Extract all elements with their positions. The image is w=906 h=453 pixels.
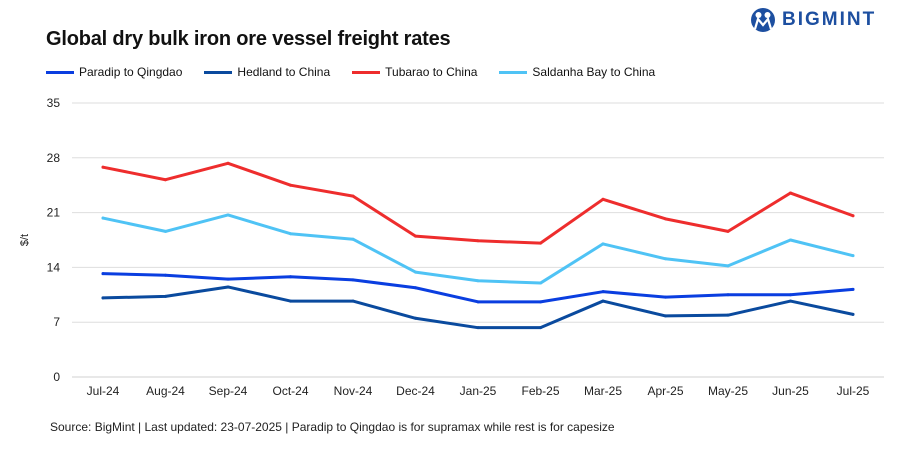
data-point-tubarao-to-china <box>101 165 105 169</box>
data-point-saldanha-bay-to-china <box>289 232 292 236</box>
data-point-saldanha-bay-to-china <box>851 254 855 258</box>
data-point-tubarao-to-china <box>539 241 542 245</box>
data-point-hedland-to-china <box>351 299 355 303</box>
data-point-hedland-to-china <box>539 326 542 330</box>
data-point-tubarao-to-china <box>726 229 730 233</box>
data-point-paradip-to-qingdao <box>226 277 230 281</box>
data-point-saldanha-bay-to-china <box>476 279 480 283</box>
legend-swatch <box>499 70 528 74</box>
data-point-paradip-to-qingdao <box>414 286 417 290</box>
data-point-hedland-to-china <box>726 313 730 317</box>
data-point-saldanha-bay-to-china <box>726 264 730 268</box>
data-point-tubarao-to-china <box>476 239 480 243</box>
data-point-saldanha-bay-to-china <box>664 257 667 261</box>
x-tick-label: Jul-24 <box>87 384 120 398</box>
data-point-tubarao-to-china <box>289 183 292 187</box>
legend-item-paradip-to-qingdao: Paradip to Qingdao <box>46 65 182 79</box>
data-point-saldanha-bay-to-china <box>101 216 105 220</box>
data-point-paradip-to-qingdao <box>101 272 105 276</box>
x-tick-label: Jan-25 <box>460 384 497 398</box>
y-axis-label: $/t <box>19 234 31 246</box>
data-point-paradip-to-qingdao <box>601 290 605 294</box>
data-point-saldanha-bay-to-china <box>539 281 542 285</box>
data-point-tubarao-to-china <box>414 234 417 238</box>
x-tick-label: Feb-25 <box>521 384 559 398</box>
legend-swatch <box>46 70 74 74</box>
data-point-tubarao-to-china <box>664 217 667 221</box>
data-point-paradip-to-qingdao <box>164 273 167 277</box>
legend-item-tubarao-to-china: Tubarao to China <box>352 65 477 79</box>
data-point-saldanha-bay-to-china <box>351 237 355 241</box>
legend-label: Hedland to China <box>237 65 331 79</box>
logo-text: BIGMINT <box>782 9 877 30</box>
chart-title: Global dry bulk iron ore vessel freight … <box>46 28 451 50</box>
legend-swatch <box>204 70 233 74</box>
data-point-hedland-to-china <box>414 316 417 320</box>
bigmint-logo: BIGMINT <box>750 7 876 33</box>
source-note: Source: BigMint | Last updated: 23-07-20… <box>50 420 615 434</box>
data-point-paradip-to-qingdao <box>726 293 730 297</box>
data-point-hedland-to-china <box>101 296 105 300</box>
bigmint-logo-icon <box>751 8 775 32</box>
chart-legend: Paradip to Qingdao Hedland to China Tubara… <box>46 65 655 79</box>
x-tick-label: Apr-25 <box>647 384 683 398</box>
data-point-saldanha-bay-to-china <box>789 238 792 242</box>
data-point-hedland-to-china <box>289 299 292 303</box>
x-tick-label: Jul-25 <box>837 384 870 398</box>
x-tick-label: Sep-24 <box>209 384 248 398</box>
data-point-hedland-to-china <box>664 314 667 318</box>
y-tick-label: 28 <box>47 151 61 165</box>
y-tick-label: 14 <box>47 260 61 274</box>
data-point-saldanha-bay-to-china <box>164 229 167 233</box>
data-point-paradip-to-qingdao <box>789 293 792 297</box>
data-point-hedland-to-china <box>851 312 855 316</box>
legend-label: Saldanha Bay to China <box>532 65 656 79</box>
data-point-hedland-to-china <box>789 299 792 303</box>
x-tick-label: Mar-25 <box>584 384 622 398</box>
data-point-saldanha-bay-to-china <box>414 270 417 274</box>
x-tick-label: Nov-24 <box>334 384 373 398</box>
x-tick-label: Aug-24 <box>146 384 185 398</box>
legend-swatch <box>352 70 381 74</box>
data-point-paradip-to-qingdao <box>664 295 667 299</box>
legend-label: Paradip to Qingdao <box>79 65 183 79</box>
data-point-hedland-to-china <box>601 299 605 303</box>
y-tick-label: 7 <box>53 315 60 329</box>
series-line-tubarao-to-china <box>101 161 855 245</box>
data-point-paradip-to-qingdao <box>351 278 355 282</box>
y-tick-label: 35 <box>47 96 61 110</box>
legend-item-saldanha-bay-to-china: Saldanha Bay to China <box>499 65 655 79</box>
x-tick-label: Jun-25 <box>772 384 809 398</box>
x-tick-label: May-25 <box>708 384 748 398</box>
data-point-saldanha-bay-to-china <box>601 242 605 246</box>
y-tick-label: 0 <box>53 370 60 384</box>
x-tick-label: Oct-24 <box>272 384 308 398</box>
legend-item-hedland-to-china: Hedland to China <box>204 65 330 79</box>
data-point-tubarao-to-china <box>351 194 355 198</box>
data-point-paradip-to-qingdao <box>476 300 480 304</box>
data-point-tubarao-to-china <box>226 161 230 165</box>
data-point-paradip-to-qingdao <box>539 300 542 304</box>
data-point-paradip-to-qingdao <box>289 275 292 279</box>
data-point-hedland-to-china <box>226 285 230 289</box>
data-point-tubarao-to-china <box>601 197 605 201</box>
data-point-hedland-to-china <box>476 326 480 330</box>
data-point-tubarao-to-china <box>789 191 792 195</box>
legend-label: Tubarao to China <box>385 65 478 79</box>
y-tick-label: 21 <box>47 206 61 220</box>
data-point-tubarao-to-china <box>164 178 167 182</box>
data-point-hedland-to-china <box>164 294 167 298</box>
series-line-hedland-to-china <box>101 285 855 330</box>
x-tick-label: Dec-24 <box>396 384 435 398</box>
data-point-tubarao-to-china <box>851 214 855 218</box>
data-point-paradip-to-qingdao <box>851 287 855 291</box>
data-point-saldanha-bay-to-china <box>226 213 230 217</box>
